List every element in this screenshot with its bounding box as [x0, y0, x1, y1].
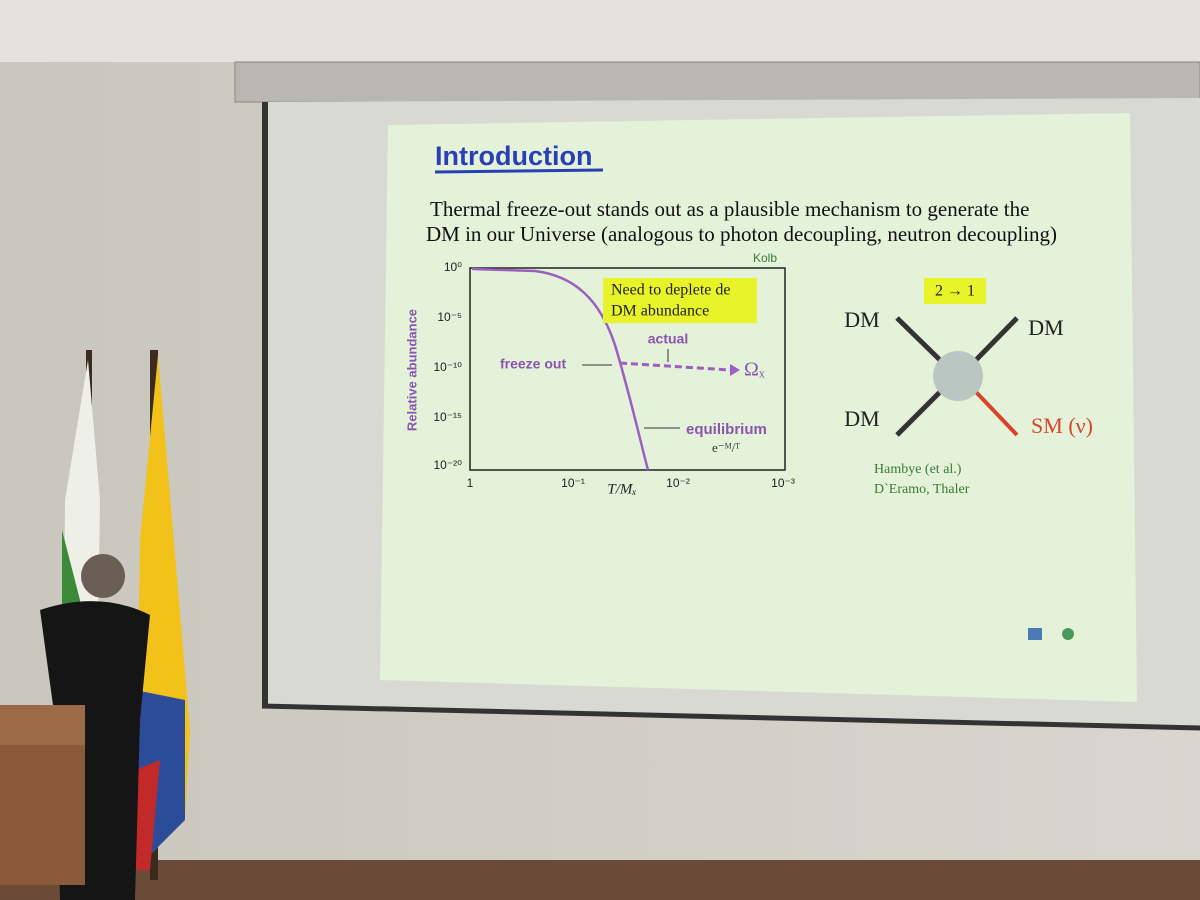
- annotation: freeze out: [500, 356, 566, 372]
- flag: [135, 760, 160, 870]
- body-text: DM in our Universe (analogous to photon …: [426, 222, 1057, 246]
- annotation: actual: [648, 331, 688, 347]
- particle-label: DM: [844, 307, 879, 332]
- speaker-head: [81, 554, 125, 598]
- y-axis-label: Relative abundance: [404, 309, 419, 431]
- callout-text: Need to deplete de: [611, 282, 731, 299]
- body-text: Thermal freeze-out stands out as a plaus…: [430, 197, 1029, 221]
- slide-title: Introduction: [435, 141, 592, 171]
- y-tick-label: 10⁻²⁰: [434, 458, 463, 472]
- reference: Hambye (et al.): [874, 462, 962, 477]
- vertex-blob: [933, 351, 983, 401]
- process-label: 2 → 1: [935, 283, 975, 300]
- x-axis-label: T/Mₓ: [607, 481, 636, 497]
- x-tick-label: 10⁻¹: [561, 476, 585, 490]
- stage: [0, 860, 1200, 900]
- plot-credit: Kolb: [753, 251, 777, 265]
- podium-top: [0, 705, 85, 745]
- callout-box: [603, 278, 757, 323]
- x-tick-label: 10⁻³: [771, 476, 795, 490]
- annotation: e⁻ᴹ/ᵀ: [712, 440, 740, 455]
- y-tick-label: 10⁻⁵: [437, 310, 462, 324]
- screen-housing: [234, 61, 1200, 103]
- particle-label: DM: [844, 406, 879, 431]
- slide: [380, 113, 1137, 702]
- equilibrium-curve: [471, 267, 650, 471]
- arrow-head: [730, 364, 740, 376]
- ceiling: [0, 0, 1200, 62]
- y-tick-label: 10⁻¹⁰: [434, 360, 463, 374]
- y-tick-label: 10⁻¹⁵: [433, 410, 462, 424]
- screen-edge: [261, 703, 1200, 731]
- slide-icon: [1028, 628, 1042, 640]
- process-box: [924, 278, 986, 304]
- y-tick-label: 10⁰: [444, 260, 462, 274]
- plot-frame: [469, 267, 786, 471]
- annotation: equilibrium: [686, 421, 767, 438]
- callout-text: DM abundance: [611, 303, 709, 320]
- title-underline: [434, 168, 604, 174]
- diagram-leg: [974, 390, 1019, 437]
- particle-label: SM (ν): [1031, 413, 1093, 438]
- particle-label: DM: [1028, 315, 1063, 340]
- diagram-leg: [895, 390, 942, 437]
- diagram-leg: [974, 316, 1019, 362]
- x-tick-label: 10⁻²: [666, 476, 690, 490]
- slide-icon: [1062, 628, 1074, 640]
- freeze-out-curve: [619, 361, 731, 372]
- reference: D`Eramo, Thaler: [874, 482, 970, 497]
- x-tick-label: 1: [467, 476, 474, 490]
- diagram-leg: [895, 316, 942, 362]
- annotation: Ωₓ: [744, 359, 765, 381]
